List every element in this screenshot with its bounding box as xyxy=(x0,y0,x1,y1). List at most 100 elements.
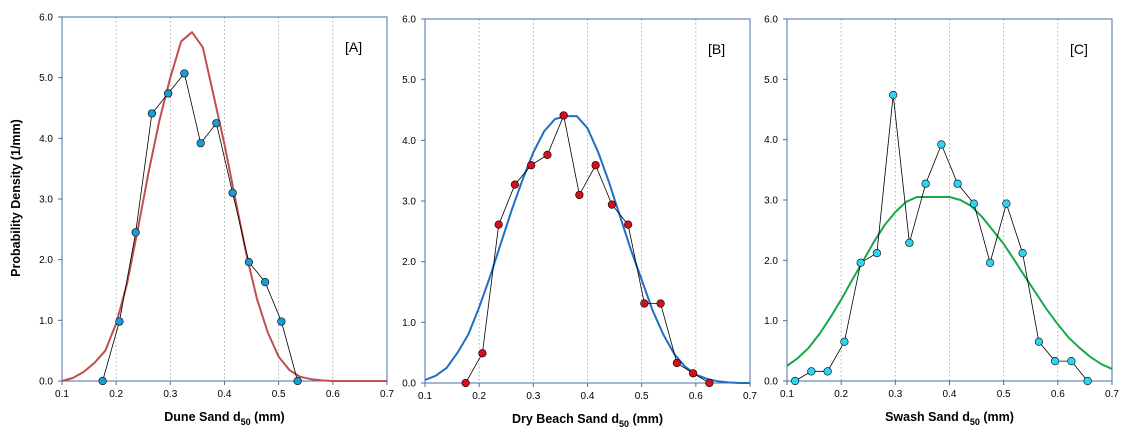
x-tick-label: 0.3 xyxy=(163,389,177,400)
x-tick-label: 0.4 xyxy=(943,389,957,400)
observed-series-line xyxy=(465,114,710,384)
data-point xyxy=(115,317,124,326)
data-point xyxy=(607,200,616,209)
x-tick-label: 0.1 xyxy=(418,391,432,402)
observed-series-line xyxy=(794,94,1088,382)
y-tick-label: 6.0 xyxy=(764,15,778,26)
data-point xyxy=(986,258,995,267)
data-point xyxy=(510,180,520,189)
x-tick-label: 0.3 xyxy=(888,389,902,400)
data-point xyxy=(1067,356,1076,366)
data-point xyxy=(98,376,107,386)
x-tick-label: 0.6 xyxy=(1051,389,1065,400)
data-point xyxy=(559,111,568,120)
data-point xyxy=(147,109,157,118)
y-tick-label: 2.0 xyxy=(402,257,416,268)
data-point xyxy=(807,367,816,376)
data-point xyxy=(575,190,584,200)
y-tick-label: 2.0 xyxy=(39,255,53,266)
y-tick-label: 5.0 xyxy=(39,73,53,84)
y-tick-label: 3.0 xyxy=(39,195,53,206)
data-point xyxy=(494,220,503,229)
data-point xyxy=(461,378,470,388)
x-axis-label: Dune Sand d50 (mm) xyxy=(164,410,284,427)
x-tick-label: 0.1 xyxy=(780,389,794,400)
panel-label: [B] xyxy=(708,41,725,57)
x-tick-label: 0.2 xyxy=(834,389,848,400)
data-point xyxy=(689,369,698,378)
data-point xyxy=(791,376,800,386)
data-point xyxy=(543,150,552,159)
x-tick-label: 0.2 xyxy=(472,391,486,402)
x-tick-label: 0.4 xyxy=(581,391,595,402)
y-tick-label: 0.0 xyxy=(764,377,778,388)
x-tick-label: 0.7 xyxy=(743,391,757,402)
data-point xyxy=(840,337,849,346)
data-point xyxy=(1051,356,1060,366)
panel-label: [C] xyxy=(1070,41,1088,57)
data-point xyxy=(228,188,237,198)
fitted-curve-line xyxy=(786,196,1113,370)
y-tick-label: 2.0 xyxy=(764,256,778,267)
x-tick-label: 0.3 xyxy=(526,391,540,402)
y-tick-label: 4.0 xyxy=(39,134,53,145)
y-tick-label: 5.0 xyxy=(764,75,778,86)
data-point xyxy=(131,228,140,237)
y-axis-label: Probability Density (1/mm) xyxy=(9,119,23,277)
x-tick-label: 0.5 xyxy=(272,389,286,400)
data-point xyxy=(640,299,649,308)
y-tick-label: 1.0 xyxy=(402,318,416,329)
data-point xyxy=(672,358,681,368)
x-tick-label: 0.2 xyxy=(109,389,123,400)
chart-panel-2: 0.1 0.2 0.3 0.4 0.5 0.6 0.7 0.0 1.0 2.0 3.0 4.0 5.0 6… xyxy=(402,15,757,430)
y-tick-label: 6.0 xyxy=(402,15,416,26)
data-point xyxy=(705,378,714,388)
data-point xyxy=(889,90,898,100)
data-point xyxy=(244,257,253,267)
x-tick-label: 0.6 xyxy=(326,389,340,400)
x-tick-label: 0.7 xyxy=(380,389,394,400)
chart-panel-1: 0.1 0.2 0.3 0.4 0.5 0.6 0.7 0.0 1.0 2.0 3.0 4.0 5.0 6… xyxy=(39,13,394,428)
data-point xyxy=(591,161,600,170)
data-point xyxy=(856,258,865,267)
data-point xyxy=(921,179,930,188)
x-tick-label: 0.1 xyxy=(55,389,69,400)
data-point xyxy=(656,299,665,308)
y-tick-label: 3.0 xyxy=(764,196,778,207)
data-point xyxy=(196,139,205,148)
chart-panel-3: 0.1 0.2 0.3 0.4 0.5 0.6 0.7 0.0 1.0 2.0 3.0 4.0 5.0 6… xyxy=(764,15,1119,428)
data-point xyxy=(478,349,487,358)
data-point xyxy=(527,161,536,170)
data-point xyxy=(277,317,286,326)
x-tick-label: 0.6 xyxy=(689,391,703,402)
data-point xyxy=(1083,376,1092,386)
data-point xyxy=(1002,199,1011,208)
data-point xyxy=(937,140,946,149)
x-axis-label: Dry Beach Sand d50 (mm) xyxy=(512,412,663,429)
y-tick-label: 1.0 xyxy=(39,316,53,327)
data-point xyxy=(212,119,221,128)
data-point xyxy=(872,248,882,258)
data-point xyxy=(1034,337,1043,346)
data-point xyxy=(1018,248,1027,258)
fitted-curve-line xyxy=(61,31,387,382)
data-point xyxy=(164,89,173,98)
data-point xyxy=(293,376,302,386)
x-tick-label: 0.5 xyxy=(635,391,649,402)
y-tick-label: 0.0 xyxy=(402,379,416,390)
x-tick-label: 0.7 xyxy=(1105,389,1119,400)
y-tick-label: 1.0 xyxy=(764,316,778,327)
panel-label: [A] xyxy=(345,39,362,55)
data-point xyxy=(624,220,633,229)
y-tick-label: 3.0 xyxy=(402,197,416,208)
x-tick-label: 0.4 xyxy=(218,389,232,400)
data-point xyxy=(823,367,832,376)
y-tick-label: 5.0 xyxy=(402,75,416,86)
data-point xyxy=(261,278,270,287)
x-tick-label: 0.5 xyxy=(997,389,1011,400)
y-tick-label: 4.0 xyxy=(764,135,778,146)
data-point xyxy=(905,238,914,247)
x-axis-label: Swash Sand d50 (mm) xyxy=(885,410,1014,427)
data-point xyxy=(953,179,962,188)
